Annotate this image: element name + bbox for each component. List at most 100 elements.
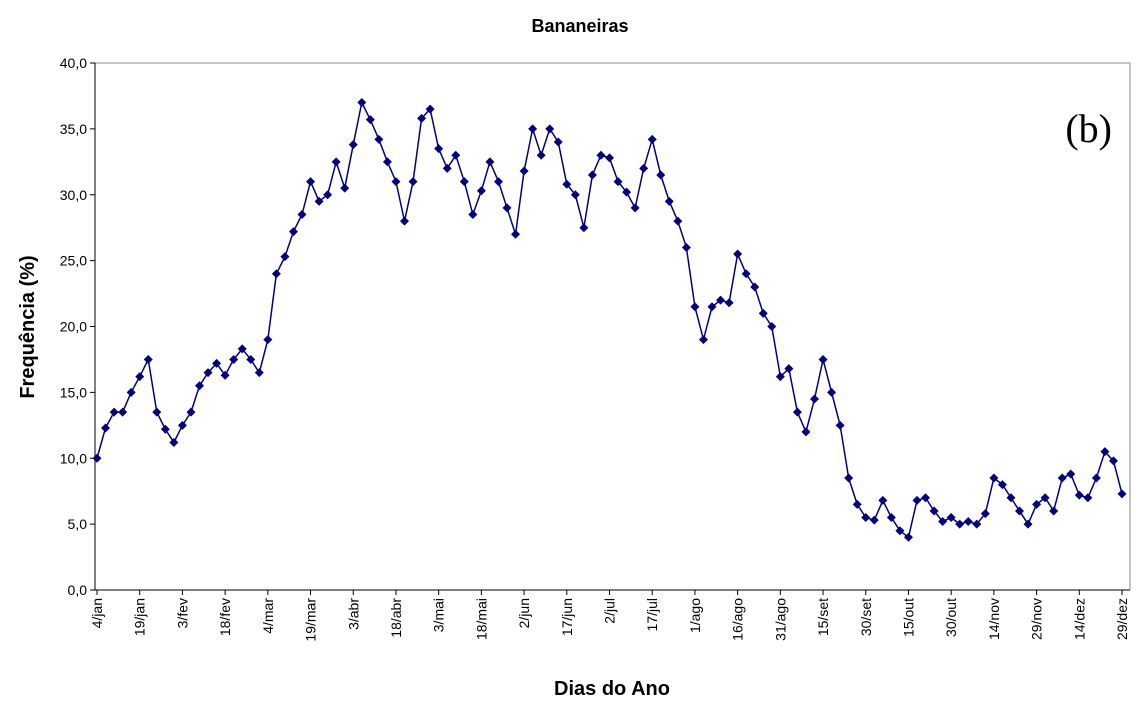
- data-marker: [340, 183, 350, 193]
- data-marker: [425, 104, 435, 114]
- data-marker: [1040, 493, 1050, 503]
- data-marker: [741, 269, 751, 279]
- x-tick-label: 19/jan: [132, 598, 148, 636]
- y-tick-label: 40,0: [60, 55, 87, 71]
- data-marker: [596, 150, 606, 160]
- y-tick-label: 35,0: [60, 121, 87, 137]
- x-tick-label: 16/ago: [730, 598, 746, 641]
- data-marker: [938, 516, 948, 526]
- x-tick-label: 14/dez: [1071, 598, 1087, 640]
- data-marker: [903, 532, 913, 542]
- x-tick-label: 2/jul: [602, 598, 618, 624]
- data-marker: [254, 368, 264, 378]
- data-marker: [135, 372, 145, 382]
- data-marker: [101, 423, 111, 433]
- data-marker: [989, 473, 999, 483]
- data-marker: [733, 249, 743, 259]
- y-tick-label: 0,0: [68, 582, 88, 598]
- data-marker: [553, 137, 563, 147]
- x-tick-label: 4/mar: [260, 598, 276, 634]
- y-tick-label: 10,0: [60, 450, 87, 466]
- data-marker: [152, 407, 162, 417]
- data-marker: [545, 124, 555, 134]
- data-marker: [869, 515, 879, 525]
- data-marker: [126, 387, 136, 397]
- y-axis-label: Frequência (%): [17, 255, 39, 398]
- data-marker: [357, 98, 367, 108]
- x-tick-label: 30/set: [858, 598, 874, 636]
- data-marker: [852, 499, 862, 509]
- x-tick-label: 17/jun: [559, 598, 575, 636]
- data-marker: [681, 242, 691, 252]
- data-marker: [827, 387, 837, 397]
- data-marker: [613, 177, 623, 187]
- x-tick-label: 29/nov: [1029, 598, 1045, 640]
- data-marker: [408, 177, 418, 187]
- x-tick-label: 18/abr: [388, 598, 404, 638]
- chart-title: Bananeiras: [531, 16, 628, 36]
- data-line: [96, 100, 1123, 539]
- data-marker: [861, 513, 871, 523]
- data-marker: [348, 140, 358, 150]
- data-marker: [468, 210, 478, 220]
- data-marker: [1023, 519, 1033, 529]
- data-marker: [955, 519, 965, 529]
- data-marker: [912, 495, 922, 505]
- data-marker: [818, 354, 828, 364]
- data-marker: [1117, 489, 1127, 499]
- data-marker: [605, 153, 614, 163]
- x-tick-label: 18/fev: [217, 598, 233, 636]
- data-marker: [511, 229, 521, 239]
- data-marker: [195, 381, 204, 391]
- data-marker: [143, 354, 153, 364]
- data-marker: [1015, 506, 1024, 516]
- data-marker: [160, 424, 170, 434]
- data-marker: [229, 354, 239, 364]
- data-marker: [716, 295, 726, 305]
- data-marker: [844, 473, 854, 483]
- data-marker: [980, 509, 990, 519]
- data-marker: [835, 420, 845, 430]
- data-marker: [690, 302, 700, 312]
- x-tick-label: 15/out: [900, 598, 916, 637]
- x-tick-label: 18/mai: [473, 598, 489, 640]
- data-marker: [963, 516, 973, 526]
- data-marker: [536, 150, 546, 160]
- data-marker: [382, 157, 392, 167]
- data-marker: [1066, 469, 1076, 479]
- data-marker: [698, 335, 708, 345]
- x-axis-label: Dias do Ano: [554, 678, 670, 700]
- data-marker: [1057, 473, 1067, 483]
- data-marker: [118, 407, 128, 417]
- data-marker: [724, 298, 734, 308]
- data-marker: [203, 368, 213, 378]
- data-marker: [109, 407, 119, 417]
- data-marker: [263, 335, 273, 345]
- data-marker: [656, 170, 666, 180]
- x-tick-label: 2/jun: [516, 598, 532, 628]
- data-marker: [1049, 506, 1059, 516]
- data-marker: [237, 344, 247, 354]
- data-marker: [929, 506, 939, 516]
- data-marker: [997, 480, 1007, 490]
- annotation: (b): [1065, 106, 1112, 151]
- data-marker: [579, 223, 589, 233]
- data-marker: [331, 157, 341, 167]
- data-marker: [784, 364, 794, 374]
- data-marker: [442, 163, 452, 173]
- data-marker: [212, 358, 222, 368]
- data-marker: [673, 216, 683, 226]
- data-marker: [801, 427, 811, 437]
- data-marker: [323, 190, 333, 200]
- data-marker: [562, 179, 572, 189]
- data-marker: [810, 394, 819, 404]
- x-tick-label: 3/mai: [431, 598, 447, 632]
- data-marker: [493, 177, 503, 187]
- x-tick-label: 3/fev: [174, 598, 190, 628]
- data-marker: [459, 177, 469, 187]
- data-marker: [921, 493, 931, 503]
- data-marker: [246, 354, 256, 364]
- data-marker: [792, 407, 802, 417]
- data-marker: [758, 308, 768, 318]
